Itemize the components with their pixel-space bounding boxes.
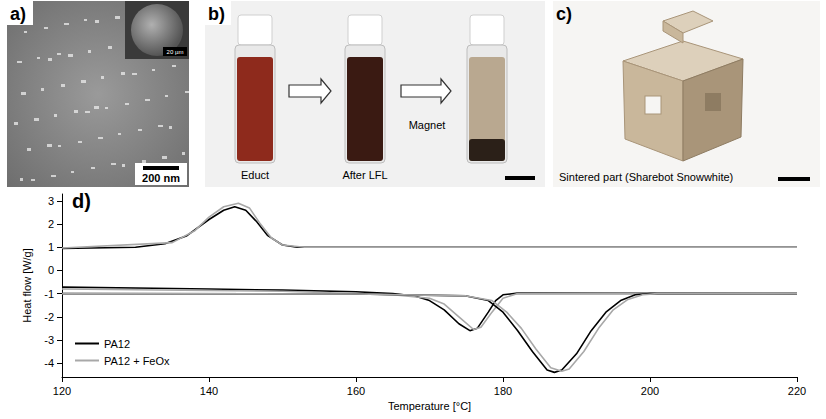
svg-text:180: 180 — [494, 385, 512, 397]
svg-text:120: 120 — [53, 385, 71, 397]
html-text:d): d) — [72, 190, 91, 212]
svg-text:PA12 + FeOx: PA12 + FeOx — [104, 355, 170, 367]
svg-text:-4: -4 — [44, 357, 54, 369]
svg-text:3: 3 — [48, 195, 54, 207]
svg-text:0: 0 — [48, 264, 54, 276]
svg-text:-1: -1 — [44, 288, 54, 300]
svg-text:220: 220 — [788, 385, 806, 397]
svg-text:1: 1 — [48, 241, 54, 253]
svg-text:b): b) — [208, 4, 225, 24]
svg-text:200: 200 — [641, 385, 659, 397]
svg-text:Magnet: Magnet — [409, 119, 446, 131]
svg-text:-3: -3 — [44, 334, 54, 346]
svg-text:-2: -2 — [44, 311, 54, 323]
svg-text:20 µm: 20 µm — [167, 49, 184, 55]
svg-text:a): a) — [10, 4, 26, 24]
svg-text:200 nm: 200 nm — [142, 172, 180, 184]
svg-text:Temperature [°C]: Temperature [°C] — [388, 400, 471, 412]
svg-text:After LFL: After LFL — [342, 169, 387, 181]
svg-text:Educt: Educt — [241, 169, 269, 181]
svg-text:140: 140 — [200, 385, 218, 397]
svg-text:Heat flow [W/g]: Heat flow [W/g] — [21, 248, 33, 323]
svg-text:2: 2 — [48, 218, 54, 230]
svg-text:c): c) — [556, 4, 572, 24]
svg-text:PA12: PA12 — [104, 338, 130, 350]
svg-text:Sintered part (Sharebot Snowwh: Sintered part (Sharebot Snowwhite) — [559, 171, 733, 183]
svg-text:160: 160 — [347, 385, 365, 397]
